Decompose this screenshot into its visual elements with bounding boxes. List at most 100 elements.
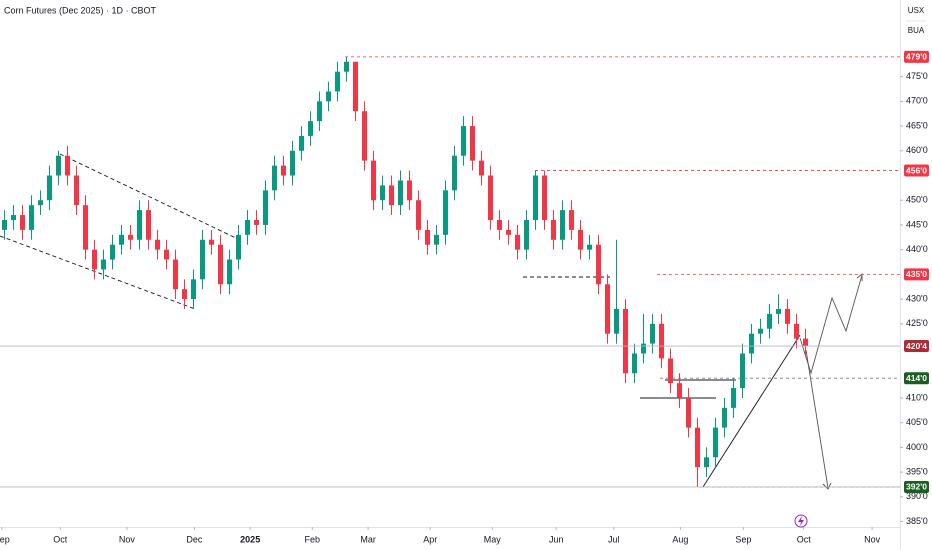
candle-body	[281, 165, 286, 176]
candles	[2, 56, 808, 487]
candle-body	[317, 101, 322, 122]
candle-body	[587, 244, 592, 250]
candle-body	[470, 126, 475, 161]
unit-label[interactable]: BUA	[908, 26, 925, 35]
candle-body	[452, 155, 457, 191]
candle-body	[704, 457, 709, 468]
x-tick-label: Jun	[549, 534, 564, 544]
candle-body	[74, 175, 79, 206]
candle-body	[515, 234, 520, 250]
candle-body	[218, 244, 223, 285]
x-tick-label: Nov	[864, 534, 881, 544]
projection-path	[799, 274, 863, 375]
candle-body	[371, 160, 376, 201]
candle-body	[623, 308, 628, 374]
y-tick-label: 410'0	[906, 392, 928, 402]
x-tick-label: Oct	[797, 534, 812, 544]
candle-body	[542, 175, 547, 220]
candle-body	[677, 383, 682, 398]
candle-body	[362, 111, 367, 161]
candle-body	[731, 388, 736, 408]
x-tick-label: Aug	[672, 534, 688, 544]
candle-body	[380, 185, 385, 201]
candle-body	[299, 135, 304, 151]
y-tick-label: 385'0	[906, 516, 928, 526]
candle-body	[668, 358, 673, 384]
candle-body	[461, 126, 466, 156]
x-tick-label: Dec	[186, 534, 203, 544]
candle-body	[506, 229, 511, 235]
candle-body	[551, 219, 556, 240]
drawings	[0, 153, 863, 490]
candle-body	[641, 343, 646, 354]
candle-body	[479, 160, 484, 176]
candle-body	[785, 308, 790, 324]
candle-body	[569, 210, 574, 230]
candle-body	[407, 180, 412, 201]
candle-body	[767, 313, 772, 329]
channel-line	[59, 153, 241, 241]
candle-body	[776, 308, 781, 314]
price-badge-label: 479'0	[906, 52, 927, 62]
candle-body	[533, 175, 538, 220]
unit-label[interactable]: USX	[908, 6, 925, 15]
candle-body	[398, 180, 403, 206]
price-badge-label: 435'0	[906, 269, 927, 279]
candle-body	[794, 323, 799, 339]
projection-path	[805, 349, 829, 489]
candle-body	[128, 234, 133, 240]
candle-body	[65, 155, 70, 176]
candle-body	[632, 353, 637, 374]
candle-body	[209, 239, 214, 245]
candle-body	[254, 219, 259, 225]
price-badge-label: 456'0	[906, 165, 927, 175]
candle-body	[614, 308, 619, 334]
candle-body	[713, 427, 718, 458]
candle-body	[326, 91, 331, 102]
candle-body	[164, 249, 169, 260]
x-tick-label: Mar	[360, 534, 376, 544]
chart-title: Corn Futures (Dec 2025) · 1D · CBOT	[4, 5, 157, 15]
price-badge	[904, 372, 929, 385]
y-tick-label: 440'0	[906, 244, 928, 254]
price-badge-label: 414'0	[906, 373, 927, 383]
x-tick-label: Jul	[608, 534, 620, 544]
candle-body	[524, 219, 529, 250]
candle-body	[47, 175, 52, 201]
candle-body	[182, 289, 187, 300]
candle-body	[227, 259, 232, 285]
y-tick-label: 430'0	[906, 293, 928, 303]
candle-body	[686, 397, 691, 428]
x-tick-label: Oct	[53, 534, 68, 544]
candle-body	[425, 229, 430, 245]
candle-body	[740, 353, 745, 389]
candle-body	[335, 71, 340, 92]
y-tick-label: 400'0	[906, 442, 928, 452]
x-tick-label: Sep	[0, 534, 10, 544]
candle-body	[200, 239, 205, 280]
candle-body	[578, 229, 583, 250]
price-badge	[904, 164, 929, 177]
price-badge	[904, 50, 929, 63]
price-badge-label: 392'0	[906, 482, 927, 492]
candle-body	[20, 215, 25, 230]
candle-body	[83, 205, 88, 250]
candle-body	[749, 333, 754, 354]
candle-body	[110, 244, 115, 260]
candle-body	[758, 328, 763, 334]
event-icon[interactable]	[794, 514, 808, 528]
y-tick-label: 425'0	[906, 318, 928, 328]
y-tick-label: 465'0	[906, 120, 928, 130]
candle-body	[353, 61, 358, 112]
candle-body	[92, 249, 97, 270]
candle-body	[497, 219, 502, 230]
arrow-head	[822, 482, 832, 490]
price-badge-label: 420'4	[906, 341, 927, 351]
candle-body	[290, 150, 295, 176]
candle-body	[434, 234, 439, 245]
y-tick-label: 470'0	[906, 96, 928, 106]
trend-line	[702, 334, 801, 488]
candle-body	[245, 219, 250, 235]
candle-body	[236, 234, 241, 260]
